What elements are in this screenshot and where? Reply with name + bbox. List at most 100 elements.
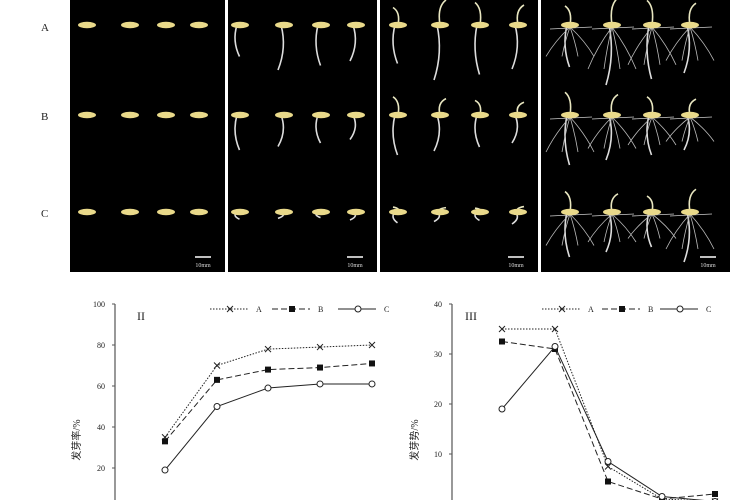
circle-marker <box>604 458 612 465</box>
lateral-root <box>611 116 637 149</box>
seedling <box>312 208 330 219</box>
root <box>277 24 285 71</box>
seed <box>275 208 293 216</box>
circle-marker <box>161 466 169 474</box>
seed <box>603 208 621 216</box>
lateral-root <box>561 116 571 153</box>
lateral-root <box>569 116 595 153</box>
circle-marker <box>368 380 376 388</box>
row-label-b: B <box>41 111 48 123</box>
seedling <box>509 205 527 225</box>
y-tick-label: 100 <box>93 300 105 309</box>
scale-bar-label: 10mm <box>347 263 363 269</box>
seed <box>509 21 527 29</box>
seedling <box>545 5 595 68</box>
lateral-root <box>569 26 579 57</box>
seedling <box>190 111 208 119</box>
series-A <box>498 325 719 500</box>
seedling <box>231 208 249 220</box>
seedling <box>347 208 365 221</box>
seedling <box>431 206 449 223</box>
panel-label: III <box>465 309 477 323</box>
seed <box>603 111 621 119</box>
seedling <box>121 111 139 119</box>
seed <box>231 21 249 29</box>
charts: 20 40 60 80 100 II 发芽率/% A B C 10 20 30 40 III 发芽势/% A B C <box>70 300 719 500</box>
x-marker <box>558 305 566 313</box>
seedling <box>509 4 527 70</box>
seedling-photo-panels: 10mm 10mm 10mm 10mm <box>70 0 730 272</box>
root <box>234 114 241 151</box>
seed <box>312 111 330 119</box>
seed <box>643 111 661 119</box>
y-tick-label: 20 <box>97 464 105 473</box>
seed <box>471 208 489 216</box>
root <box>315 24 322 66</box>
panel-label: II <box>137 309 145 323</box>
circle-marker <box>551 343 559 350</box>
seedling <box>121 21 139 29</box>
legend-item-B: B <box>602 305 653 314</box>
lateral-root <box>643 26 653 65</box>
square-marker <box>162 438 168 445</box>
legend-label: B <box>648 305 653 314</box>
lateral-root <box>569 213 595 246</box>
seedling <box>665 2 715 74</box>
photo-panel-4: 10mm <box>541 0 730 272</box>
lateral-root <box>651 26 677 65</box>
seed <box>347 208 365 216</box>
lateral-root <box>569 116 579 153</box>
legend-item-B: B <box>272 305 323 314</box>
seedling <box>471 207 489 222</box>
lateral-root <box>627 116 653 146</box>
seed <box>603 21 621 29</box>
seed <box>431 21 449 29</box>
legend-label: C <box>384 305 389 314</box>
scale-bar-label: 10mm <box>700 263 716 269</box>
seed <box>347 21 365 29</box>
x-marker <box>264 345 272 353</box>
legend-label: C <box>706 305 711 314</box>
lateral-root <box>603 116 613 149</box>
lateral-root <box>651 213 677 239</box>
lateral-root <box>603 26 613 70</box>
seedling <box>389 6 407 64</box>
series-line <box>164 362 373 442</box>
seedling <box>347 21 365 62</box>
circle-marker <box>316 380 324 388</box>
lateral-root <box>627 213 653 239</box>
panel-background <box>541 0 730 272</box>
seed <box>389 111 407 119</box>
seed <box>231 111 249 119</box>
lateral-root <box>611 26 637 70</box>
y-tick-label: 10 <box>434 450 442 459</box>
seedling <box>431 97 449 152</box>
seedling <box>312 21 330 66</box>
circle-marker <box>676 305 684 313</box>
y-tick-label: 80 <box>97 341 105 350</box>
lateral-root <box>587 116 613 149</box>
y-tick-label: 20 <box>434 400 442 409</box>
seed <box>190 21 208 29</box>
seedling <box>190 21 208 29</box>
x-marker <box>604 463 612 470</box>
lateral-root <box>665 213 691 250</box>
y-axis-label: 发芽势/% <box>408 419 421 460</box>
seed <box>231 208 249 216</box>
seed <box>121 208 139 216</box>
x-marker <box>551 325 559 333</box>
legend-item-C: C <box>660 305 711 314</box>
lateral-root <box>611 26 621 70</box>
legend-label: A <box>256 305 262 314</box>
panel-background <box>70 0 225 272</box>
seedling <box>627 96 677 156</box>
lateral-root <box>611 116 621 149</box>
root <box>511 24 519 70</box>
lateral-root <box>587 213 613 243</box>
photo-panel-3: 10mm <box>380 0 538 272</box>
chart-II: 20 40 60 80 100 II 发芽率/% A B C <box>70 300 389 500</box>
seedling <box>509 101 527 144</box>
seed <box>78 111 96 119</box>
seed <box>471 21 489 29</box>
square-marker <box>317 364 323 371</box>
